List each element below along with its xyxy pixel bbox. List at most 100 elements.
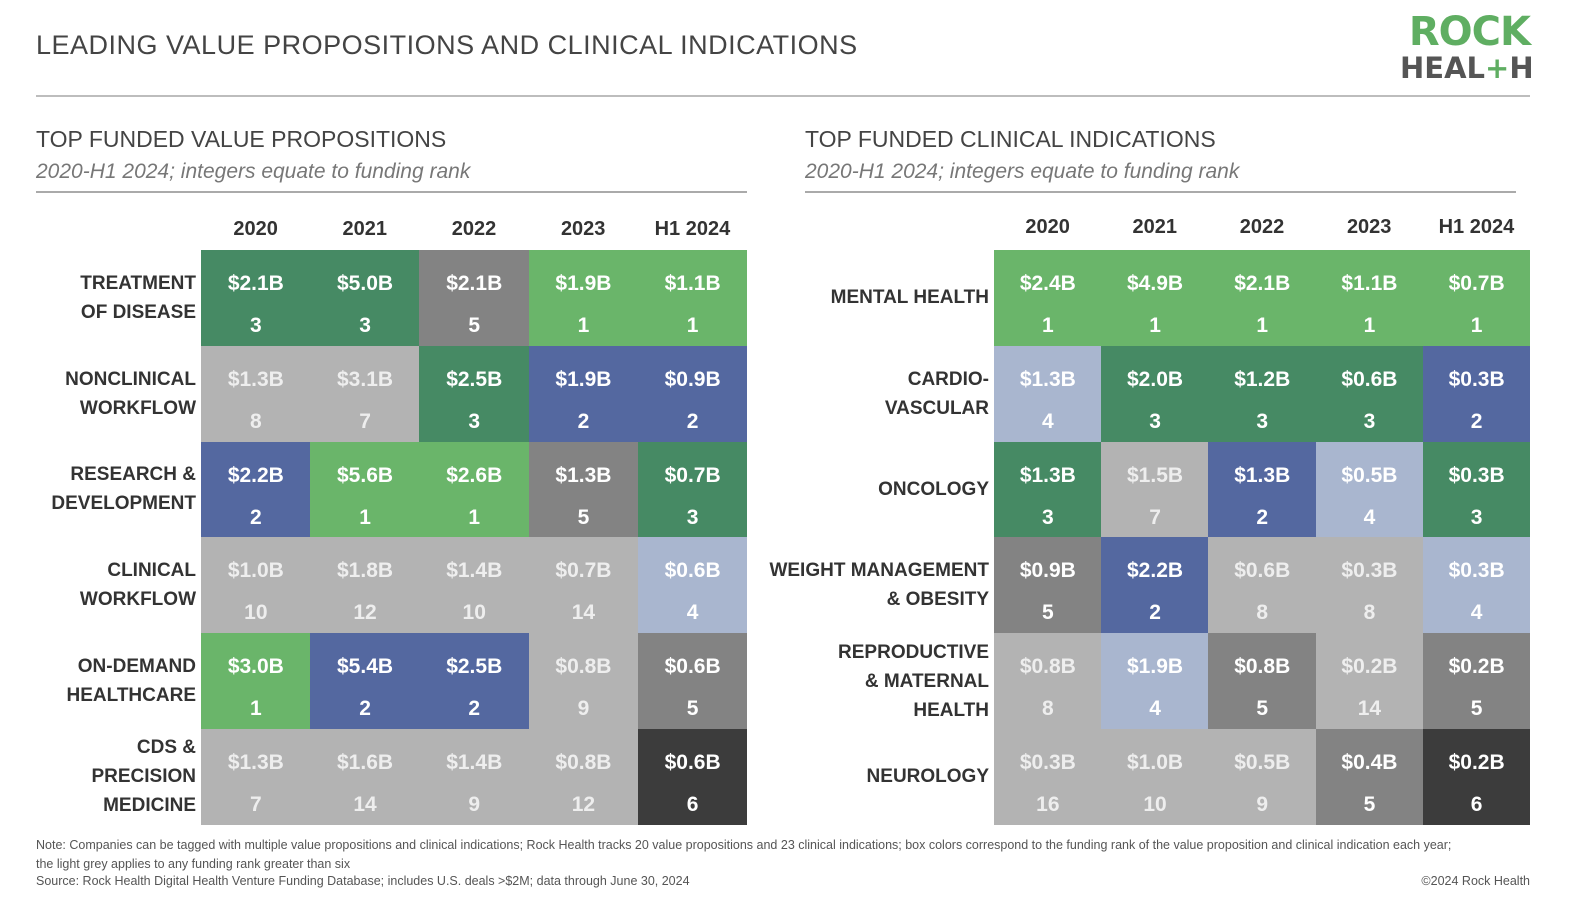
funding-cell: $5.6B 1 — [310, 441, 420, 538]
funding-value: $1.3B — [555, 463, 612, 487]
funding-rank: 10 — [462, 601, 486, 625]
funding-rank: 5 — [1470, 697, 1483, 721]
funding-cell: $1.1B 1 — [1315, 250, 1424, 347]
funding-cell: $1.3B 4 — [994, 345, 1102, 443]
column-header: H1 2024 — [1438, 216, 1515, 238]
funding-value: $1.6B — [337, 751, 394, 774]
funding-value: $0.5B — [1234, 751, 1291, 774]
funding-rank: 1 — [468, 505, 481, 529]
clinical-indications-subtitle: 2020-H1 2024; integers equate to funding… — [805, 160, 1240, 183]
funding-cell: $0.8B 9 — [528, 633, 639, 730]
funding-value: $1.3B — [1019, 367, 1076, 391]
funding-rank: 2 — [468, 697, 481, 721]
funding-value: $4.9B — [1127, 272, 1184, 295]
funding-cell: $2.0B 3 — [1101, 345, 1209, 443]
row-label-line: VASCULAR — [884, 397, 989, 419]
funding-value: $1.9B — [555, 367, 612, 391]
funding-value: $1.4B — [446, 559, 503, 583]
funding-rank: 2 — [250, 505, 262, 529]
funding-value: $5.6B — [337, 463, 394, 487]
funding-value: $1.3B — [1234, 463, 1291, 487]
funding-value: $1.3B — [227, 367, 284, 391]
funding-rank: 5 — [686, 697, 699, 721]
source-note: Source: Rock Health Digital Health Ventu… — [36, 874, 690, 888]
funding-rank: 1 — [1363, 314, 1376, 337]
funding-rank: 12 — [571, 793, 596, 816]
column-header: 2021 — [1132, 216, 1178, 238]
funding-value: $2.0B — [1127, 367, 1184, 391]
value-propositions-divider — [36, 191, 747, 193]
row-label: NEUROLOGY — [729, 729, 989, 825]
funding-value: $3.0B — [227, 655, 284, 679]
funding-rank: 1 — [1149, 314, 1161, 337]
row-label-line: WORKFLOW — [79, 397, 196, 419]
copyright: ©2024 Rock Health — [1421, 874, 1530, 888]
funding-value: $0.3B — [1448, 463, 1505, 487]
funding-cell: $0.8B 8 — [994, 633, 1102, 730]
funding-value: $0.6B — [664, 751, 721, 774]
title-divider — [36, 95, 1530, 97]
funding-cell: $2.5B 2 — [419, 633, 530, 730]
funding-rank: 2 — [686, 409, 699, 433]
row-label-line: OF DISEASE — [80, 301, 196, 323]
funding-cell: $0.2B 6 — [1422, 729, 1531, 826]
funding-cell: $0.7B 3 — [637, 441, 748, 538]
funding-cell: $0.3B 2 — [1422, 345, 1531, 443]
funding-rank: 8 — [250, 409, 262, 433]
logo-line-1: ROCK — [1408, 9, 1531, 55]
funding-value: $1.2B — [1234, 367, 1291, 391]
row-label-line: WEIGHT MANAGEMENT — [769, 560, 989, 582]
row-label: TREATMENT OF DISEASE — [0, 250, 196, 346]
funding-value: $1.0B — [1127, 751, 1184, 774]
funding-cell: $0.5B 4 — [1315, 441, 1424, 538]
funding-value: $1.3B — [1019, 463, 1076, 487]
funding-rank: 4 — [1042, 409, 1054, 433]
funding-rank: 5 — [468, 314, 481, 337]
funding-cell: $5.0B 3 — [310, 250, 420, 347]
row-label-line: MEDICINE — [103, 795, 196, 817]
funding-cell: $0.6B 6 — [637, 729, 748, 826]
funding-rank: 3 — [686, 505, 699, 529]
funding-value: $0.8B — [1234, 655, 1291, 679]
funding-cell: $0.2B 14 — [1315, 633, 1424, 730]
funding-cell: $1.3B 5 — [528, 441, 639, 538]
column-header: 2023 — [1346, 216, 1392, 238]
funding-value: $0.8B — [555, 655, 612, 679]
funding-rank: 6 — [1470, 793, 1483, 816]
funding-cell: $3.1B 7 — [310, 345, 420, 443]
funding-cell: $1.9B 4 — [1101, 633, 1209, 730]
funding-cell: $1.6B 14 — [310, 729, 420, 826]
funding-rank: 1 — [577, 314, 590, 337]
funding-value: $0.6B — [664, 655, 721, 679]
row-label-line: ON-DEMAND — [77, 656, 196, 678]
funding-cell: $1.4B 10 — [419, 537, 530, 634]
funding-cell: $3.0B 1 — [201, 633, 311, 730]
funding-rank: 14 — [1357, 697, 1382, 721]
funding-value: $0.5B — [1341, 463, 1398, 487]
funding-value: $1.9B — [555, 272, 612, 295]
funding-value: $0.3B — [1448, 367, 1505, 391]
funding-value: $0.6B — [1341, 367, 1398, 391]
funding-rank: 5 — [1256, 697, 1269, 721]
funding-value: $0.8B — [1019, 655, 1076, 679]
row-label-line: & OBESITY — [886, 589, 989, 611]
funding-rank: 5 — [1042, 601, 1054, 625]
funding-value: $2.6B — [446, 463, 503, 487]
funding-value: $1.9B — [1127, 655, 1184, 679]
funding-cell: $1.1B 1 — [637, 250, 748, 347]
funding-value: $0.2B — [1341, 655, 1398, 679]
funding-value: $5.4B — [337, 655, 394, 679]
funding-cell: $0.6B 3 — [1315, 345, 1424, 443]
funding-value: $0.6B — [1234, 559, 1291, 583]
funding-rank: 8 — [1042, 697, 1054, 721]
funding-value: $0.8B — [555, 751, 612, 774]
funding-cell: $1.5B 7 — [1101, 441, 1209, 538]
column-header: 2020 — [1025, 216, 1070, 238]
funding-rank: 2 — [1470, 409, 1483, 433]
funding-value: $2.1B — [446, 272, 503, 295]
funding-rank: 7 — [250, 793, 262, 816]
funding-cell: $0.3B 4 — [1422, 537, 1531, 634]
funding-cell: $0.9B 2 — [637, 345, 748, 443]
funding-cell: $5.4B 2 — [310, 633, 420, 730]
funding-rank: 1 — [1470, 314, 1483, 337]
